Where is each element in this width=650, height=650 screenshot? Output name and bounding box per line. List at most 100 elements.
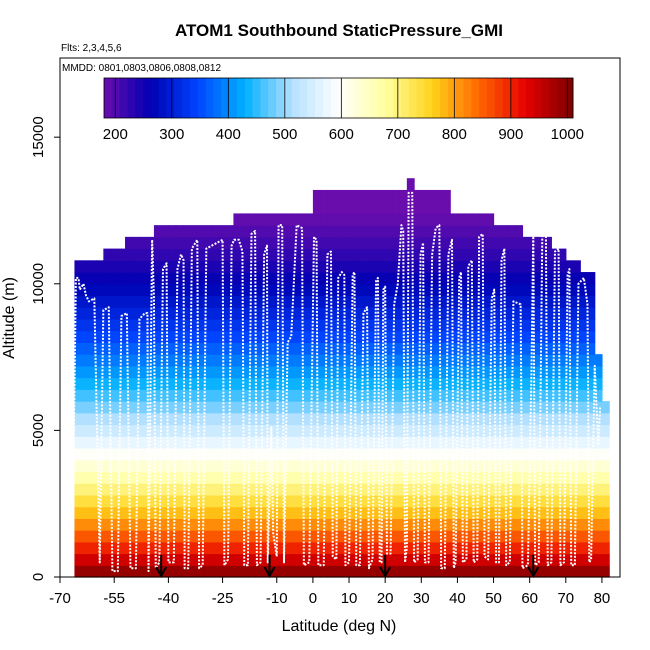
heatmap-cell xyxy=(247,506,256,519)
heatmap-cell xyxy=(211,459,220,473)
heatmap-cell xyxy=(363,530,372,543)
heatmap-cell xyxy=(341,354,350,367)
heatmap-cell xyxy=(327,506,336,519)
heatmap-cell xyxy=(204,565,213,578)
heatmap-cell xyxy=(327,236,336,250)
heatmap-cell xyxy=(81,541,90,555)
heatmap-cell xyxy=(298,377,307,390)
heatmap-cell xyxy=(558,541,567,555)
heatmap-cell xyxy=(349,225,357,238)
heatmap-cell xyxy=(320,260,328,273)
heatmap-cell xyxy=(515,225,524,238)
heatmap-cell xyxy=(551,295,560,308)
heatmap-cell xyxy=(218,377,227,390)
heatmap-cell xyxy=(255,225,263,238)
heatmap-cell xyxy=(515,283,524,297)
colorbar-swatch xyxy=(518,78,527,118)
heatmap-cell xyxy=(392,272,401,285)
heatmap-cell xyxy=(435,506,444,519)
heatmap-cell xyxy=(471,553,480,566)
heatmap-cell xyxy=(175,342,184,355)
heatmap-cell xyxy=(471,494,480,508)
heatmap-cell xyxy=(240,260,249,273)
colorbar-swatch xyxy=(182,78,191,118)
heatmap-cell xyxy=(139,483,148,496)
heatmap-cell xyxy=(356,565,365,578)
heatmap-cell xyxy=(421,436,430,449)
heatmap-cell xyxy=(110,260,119,273)
heatmap-cell xyxy=(457,506,466,519)
heatmap-cell xyxy=(522,424,531,437)
heatmap-cell xyxy=(327,225,336,238)
heatmap-cell xyxy=(471,283,480,297)
heatmap-cell xyxy=(515,412,524,426)
heatmap-cell xyxy=(103,330,112,344)
heatmap-cell xyxy=(529,483,538,496)
heatmap-cell xyxy=(471,272,480,285)
heatmap-cell xyxy=(226,272,235,285)
heatmap-cell xyxy=(117,530,126,543)
colorbar-swatch xyxy=(104,78,113,118)
heatmap-cell xyxy=(276,459,285,473)
heatmap-cell xyxy=(392,494,401,508)
heatmap-cell xyxy=(536,248,545,261)
x-tick-label: 0 xyxy=(309,590,317,607)
colorbar-gradient xyxy=(103,77,574,119)
heatmap-cell xyxy=(96,389,104,402)
heatmap-cell xyxy=(399,518,408,531)
heatmap-cell xyxy=(551,330,560,344)
heatmap-cell xyxy=(255,436,263,449)
heatmap-cell xyxy=(153,260,162,273)
colorbar-tick-label: 200 xyxy=(103,126,128,143)
heatmap-cell xyxy=(428,459,437,473)
heatmap-cell xyxy=(74,494,83,508)
heatmap-cell xyxy=(298,518,307,531)
heatmap-cell xyxy=(233,518,242,531)
heatmap-cell xyxy=(500,354,509,367)
date-arrow-head xyxy=(379,566,392,579)
heatmap-cell xyxy=(544,494,552,508)
heatmap-cell xyxy=(103,377,112,390)
heatmap-cell xyxy=(305,225,314,238)
heatmap-cell xyxy=(182,272,191,285)
heatmap-cell xyxy=(298,506,307,519)
heatmap-cell xyxy=(233,494,242,508)
heatmap-cell xyxy=(349,213,357,226)
heatmap-cell xyxy=(551,553,560,566)
colorbar-border xyxy=(103,77,574,119)
heatmap-cell xyxy=(522,447,531,461)
heatmap-cell xyxy=(399,201,408,215)
heatmap-cell xyxy=(255,471,263,484)
colorbar-tick-label: 900 xyxy=(498,126,523,143)
heatmap-cell xyxy=(218,483,227,496)
heatmap-cell xyxy=(551,436,560,449)
heatmap-cell xyxy=(320,295,328,308)
heatmap-cell xyxy=(327,553,336,566)
heatmap-cell xyxy=(132,401,141,414)
heatmap-cell xyxy=(464,389,473,402)
heatmap-cell xyxy=(146,483,155,496)
heatmap-cell xyxy=(255,424,263,437)
heatmap-cell xyxy=(197,295,206,308)
heatmap-cell xyxy=(580,483,589,496)
heatmap-cell xyxy=(493,565,502,578)
heatmap-cell xyxy=(132,459,141,473)
heatmap-cell xyxy=(103,365,112,379)
heatmap-cell xyxy=(197,553,206,566)
heatmap-cell xyxy=(428,236,437,250)
heatmap-cell xyxy=(594,389,603,402)
heatmap-cell xyxy=(233,483,242,496)
heatmap-cell xyxy=(385,401,393,414)
heatmap-cell xyxy=(247,365,256,379)
heatmap-cell xyxy=(399,471,408,484)
heatmap-cell xyxy=(226,506,235,519)
heatmap-cell xyxy=(132,330,141,344)
heatmap-cell xyxy=(515,260,524,273)
heatmap-cell xyxy=(414,201,422,215)
heatmap-cell xyxy=(536,236,545,250)
heatmap-cell xyxy=(247,354,256,367)
heatmap-cell xyxy=(486,518,495,531)
x-tick-label: 60 xyxy=(521,590,538,607)
heatmap-cell xyxy=(385,506,393,519)
heatmap-cell xyxy=(414,389,422,402)
